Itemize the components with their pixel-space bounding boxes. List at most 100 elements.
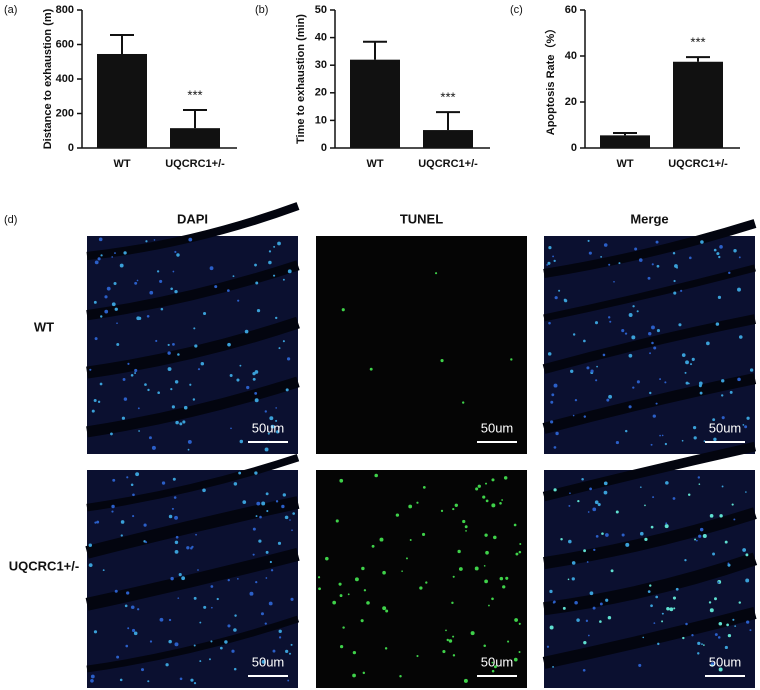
nucleus — [258, 539, 262, 543]
nucleus — [136, 279, 139, 282]
nucleus — [737, 287, 741, 292]
nucleus — [287, 679, 290, 682]
nucleus — [242, 500, 247, 504]
nucleus — [232, 275, 235, 278]
nucleus — [113, 282, 117, 286]
nucleus — [546, 264, 549, 266]
nucleus — [514, 618, 519, 622]
nucleus — [211, 606, 213, 609]
nucleus — [600, 255, 603, 258]
nucleus — [99, 382, 103, 386]
nucleus — [474, 566, 479, 571]
nucleus — [137, 407, 140, 410]
nucleus — [197, 569, 199, 571]
nucleus — [256, 309, 261, 313]
nucleus — [651, 263, 654, 266]
nucleus — [664, 381, 667, 384]
nucleus — [547, 261, 551, 265]
nucleus — [502, 585, 506, 589]
nucleus — [632, 305, 635, 308]
nucleus — [288, 652, 292, 655]
nucleus — [618, 262, 621, 265]
nucleus — [717, 295, 722, 299]
nucleus — [254, 263, 257, 267]
nucleus — [691, 357, 695, 361]
nucleus — [572, 333, 576, 336]
bar — [170, 128, 220, 148]
nucleus — [687, 493, 691, 496]
nucleus — [252, 527, 256, 531]
nucleus — [507, 640, 510, 643]
nucleus — [352, 673, 356, 678]
scale-bar-label: 50um — [709, 654, 742, 669]
nucleus — [399, 675, 402, 678]
nucleus — [608, 316, 611, 319]
y-tick-label: 10 — [315, 114, 327, 126]
nucleus — [672, 596, 677, 600]
nucleus — [360, 619, 364, 623]
y-tick-label: 600 — [56, 38, 74, 50]
nucleus — [647, 276, 651, 280]
nucleus — [485, 550, 489, 555]
significance: *** — [440, 90, 455, 105]
nucleus — [203, 605, 207, 609]
nucleus — [470, 631, 475, 636]
nucleus — [265, 550, 269, 554]
nucleus — [210, 585, 214, 588]
bar — [423, 130, 473, 148]
bar — [97, 53, 147, 148]
nucleus — [656, 329, 660, 333]
nucleus — [102, 569, 105, 572]
nucleus — [145, 240, 148, 243]
nucleus — [130, 373, 134, 377]
nucleus — [177, 353, 180, 356]
y-tick-label: 60 — [565, 4, 577, 16]
nucleus — [176, 253, 180, 257]
nucleus — [159, 279, 163, 283]
nucleus — [121, 416, 125, 420]
scale-bar-label: 50um — [481, 654, 514, 669]
nucleus — [181, 576, 186, 581]
nucleus — [610, 569, 614, 573]
tissue-gap — [542, 373, 757, 434]
nucleus — [281, 504, 285, 509]
nucleus — [187, 439, 192, 444]
nucleus — [141, 668, 145, 672]
tissue-gap — [86, 376, 300, 438]
nucleus — [488, 604, 490, 607]
nucleus — [650, 443, 653, 446]
nucleus — [177, 597, 180, 599]
nucleus — [674, 264, 678, 268]
nucleus — [448, 639, 453, 643]
nucleus — [317, 576, 321, 579]
nucleus — [609, 320, 612, 323]
nucleus — [374, 473, 378, 478]
x-tick-label: UQCRC1+/- — [668, 158, 728, 170]
nucleus — [457, 549, 461, 554]
nucleus — [595, 534, 599, 538]
nucleus — [696, 539, 698, 542]
nucleus — [120, 534, 123, 537]
nucleus — [219, 646, 223, 650]
nucleus — [88, 563, 93, 568]
nucleus — [422, 486, 426, 489]
nucleus — [608, 263, 611, 266]
bar — [673, 61, 723, 148]
nucleus — [100, 315, 103, 318]
tissue-gap — [86, 260, 300, 321]
nucleus — [132, 493, 135, 497]
nucleus — [239, 364, 242, 367]
nucleus — [275, 316, 278, 320]
nucleus — [254, 398, 259, 403]
nucleus — [111, 302, 116, 307]
nucleus — [550, 400, 554, 404]
nucleus — [547, 352, 552, 356]
nucleus — [613, 280, 615, 283]
nucleus — [703, 440, 706, 443]
nucleus — [621, 329, 625, 333]
nucleus — [275, 419, 278, 422]
nucleus — [264, 447, 269, 452]
nucleus — [136, 316, 141, 321]
nucleus — [175, 420, 179, 425]
nucleus — [203, 311, 207, 316]
